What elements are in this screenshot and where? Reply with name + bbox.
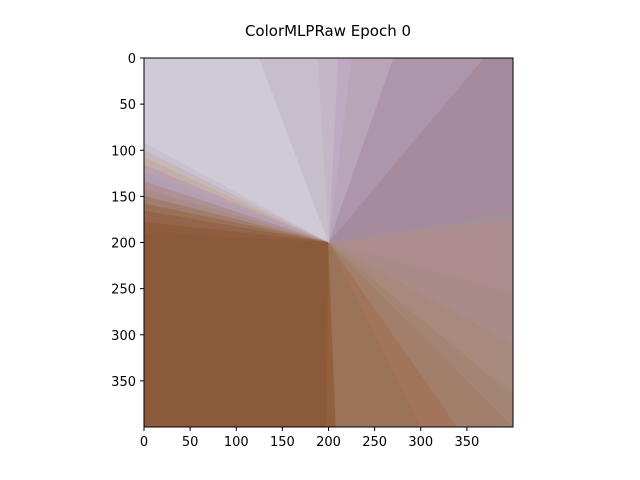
x-tick-label: 0	[140, 435, 148, 450]
x-tick-label: 250	[362, 435, 387, 450]
axes: 0 50 100 150 200 250 300 350 0 50 100 150 200 250 300 3…	[111, 52, 479, 450]
y-tick-label: 0	[128, 52, 136, 67]
y-tick-label: 350	[111, 375, 136, 390]
chart-title: ColorMLPRaw Epoch 0	[245, 22, 411, 40]
y-tick-label: 100	[111, 144, 136, 159]
x-tick-label: 150	[270, 435, 295, 450]
heatmap-image	[143, 57, 514, 428]
y-tick-label: 300	[111, 329, 136, 344]
y-tick-label: 50	[119, 98, 136, 113]
x-tick-label: 350	[454, 435, 479, 450]
x-tick-label: 300	[408, 435, 433, 450]
x-tick-label: 100	[224, 435, 249, 450]
y-tick-label: 250	[111, 283, 136, 298]
y-tick-label: 150	[111, 190, 136, 205]
y-tick-label: 200	[111, 237, 136, 252]
x-tick-label: 50	[182, 435, 199, 450]
x-tick-label: 200	[316, 435, 341, 450]
